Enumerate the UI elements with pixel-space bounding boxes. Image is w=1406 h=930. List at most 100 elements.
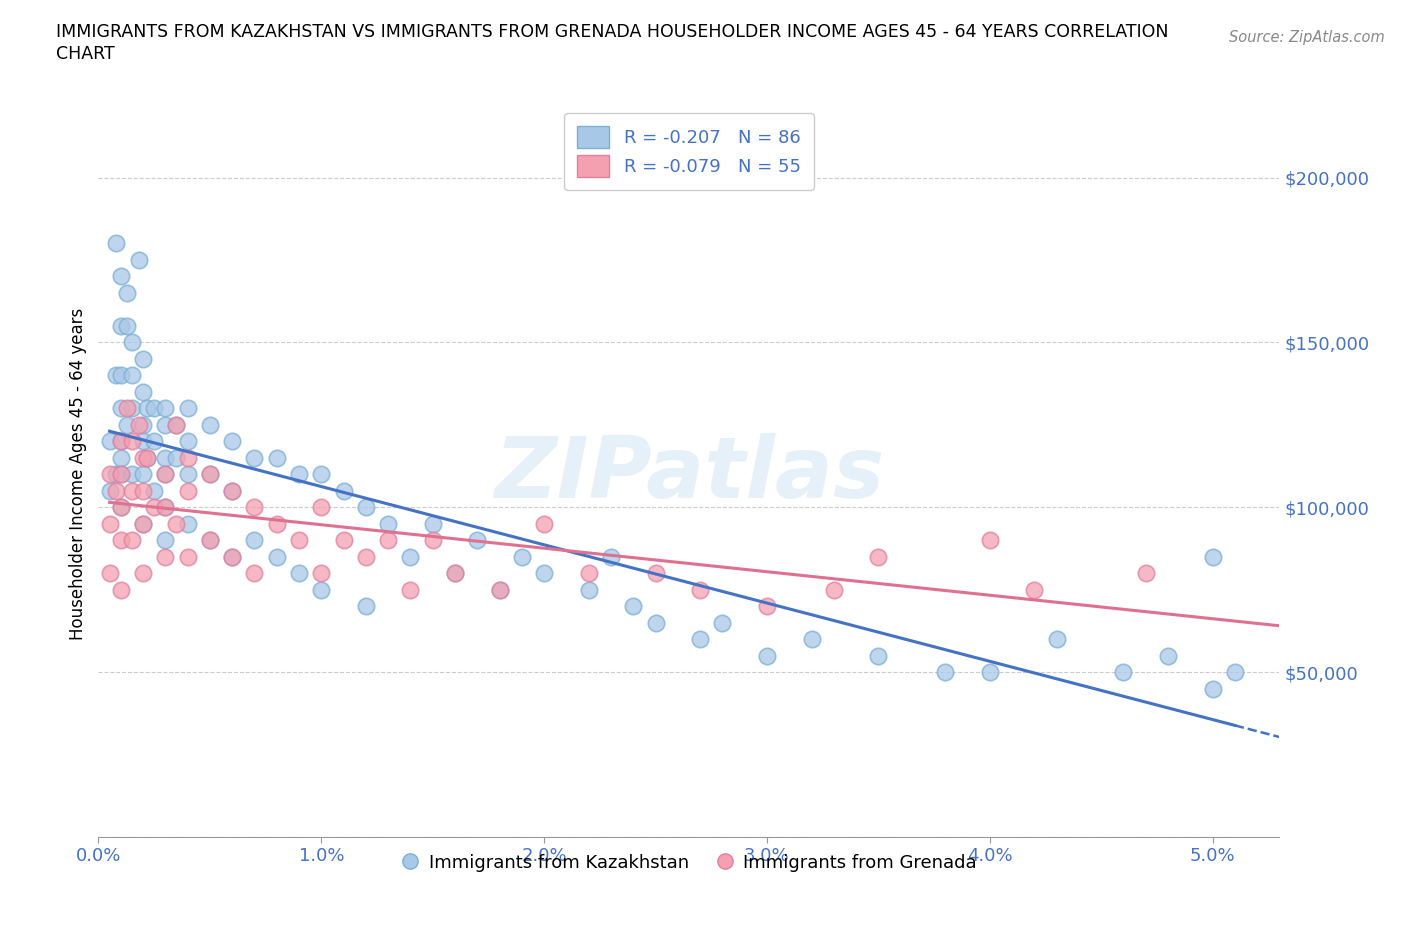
Point [644,616,666,631]
Point [155,467,177,482]
Point [800,631,823,646]
Point [110,499,132,514]
Point [221,484,243,498]
Point [1024,582,1046,597]
Text: CHART: CHART [56,45,115,62]
Point [132,516,155,531]
Point [689,631,711,646]
Point [155,401,177,416]
Point [165,516,187,531]
Point [121,533,143,548]
Point [165,450,187,465]
Point [221,550,243,565]
Point [578,565,600,580]
Point [354,499,377,514]
Point [128,418,150,432]
Point [110,499,132,514]
Text: IMMIGRANTS FROM KAZAKHSTAN VS IMMIGRANTS FROM GRENADA HOUSEHOLDER INCOME AGES 45: IMMIGRANTS FROM KAZAKHSTAN VS IMMIGRANTS… [56,23,1168,41]
Point [934,665,956,680]
Point [98,516,121,531]
Point [755,648,778,663]
Point [117,318,139,333]
Point [465,533,488,548]
Legend: Immigrants from Kazakhstan, Immigrants from Grenada: Immigrants from Kazakhstan, Immigrants f… [394,846,984,879]
Point [117,401,139,416]
Text: Source: ZipAtlas.com: Source: ZipAtlas.com [1229,30,1385,45]
Point [488,582,510,597]
Point [136,450,159,465]
Point [288,467,311,482]
Point [243,565,266,580]
Point [110,467,132,482]
Point [243,533,266,548]
Point [422,516,444,531]
Point [198,533,221,548]
Point [143,401,166,416]
Point [132,450,155,465]
Point [176,467,198,482]
Point [110,269,132,284]
Point [823,582,845,597]
Point [155,450,177,465]
Point [132,418,155,432]
Point [399,550,422,565]
Point [309,467,332,482]
Point [488,582,510,597]
Point [132,484,155,498]
Point [98,565,121,580]
Point [121,467,143,482]
Point [110,533,132,548]
Point [198,418,221,432]
Point [117,418,139,432]
Point [288,533,311,548]
Point [110,318,132,333]
Point [243,450,266,465]
Point [132,516,155,531]
Point [176,434,198,449]
Point [143,434,166,449]
Point [110,582,132,597]
Point [136,450,159,465]
Point [332,484,354,498]
Point [377,533,399,548]
Point [132,565,155,580]
Point [155,499,177,514]
Point [868,648,890,663]
Point [444,565,467,580]
Point [110,467,132,482]
Point [198,467,221,482]
Point [266,516,288,531]
Point [176,450,198,465]
Point [755,599,778,614]
Point [309,582,332,597]
Point [165,418,187,432]
Point [110,368,132,383]
Point [644,565,666,580]
Point [136,401,159,416]
Point [121,484,143,498]
Point [132,434,155,449]
Point [354,599,377,614]
Point [121,335,143,350]
Point [621,599,644,614]
Point [198,467,221,482]
Point [176,401,198,416]
Point [98,467,121,482]
Point [132,467,155,482]
Y-axis label: Householder Income Ages 45 - 64 years: Householder Income Ages 45 - 64 years [69,308,87,641]
Point [121,368,143,383]
Point [121,401,143,416]
Point [165,418,187,432]
Point [155,467,177,482]
Point [1201,550,1223,565]
Point [1112,665,1135,680]
Point [979,665,1001,680]
Point [979,533,1001,548]
Point [105,484,128,498]
Point [332,533,354,548]
Point [510,550,533,565]
Point [105,368,128,383]
Point [110,434,132,449]
Point [176,484,198,498]
Point [1201,681,1223,696]
